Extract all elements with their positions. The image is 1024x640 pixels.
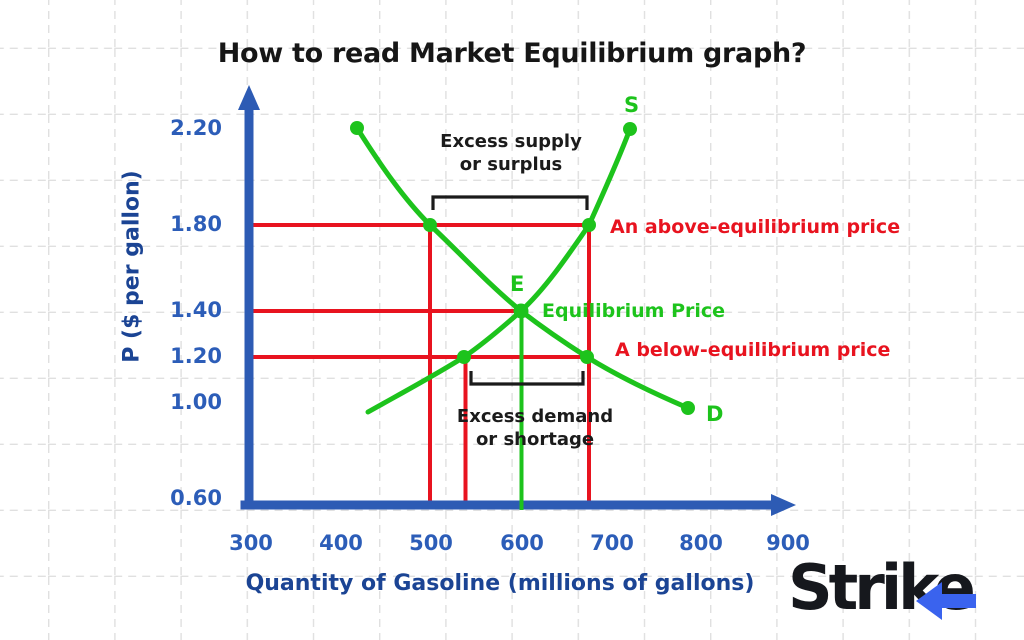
chart-title: How to read Market Equilibrium graph? — [217, 38, 807, 69]
equilibrium-price-annotation: Equilibrium Price — [542, 300, 726, 322]
equilibrium-point-label: E — [510, 272, 525, 296]
demand-at-120-point — [580, 350, 594, 364]
y-tick-220: 2.20 — [170, 116, 222, 140]
x-tick-900: 900 — [766, 531, 810, 555]
x-tick-300: 300 — [229, 531, 273, 555]
red-guide-lines — [251, 223, 591, 501]
surplus-annotation: Excess supply or surplus — [411, 130, 611, 176]
y-axis-title: P ($ per gallon) — [119, 170, 145, 363]
demand-top-point — [350, 121, 364, 135]
shortage-annotation-line1: Excess demand — [456, 406, 614, 427]
y-axis-arrowhead — [238, 85, 260, 110]
y-tick-180: 1.80 — [170, 212, 222, 236]
strike-logo-arrow-icon — [916, 582, 976, 620]
demand-curve-label: D — [706, 402, 724, 426]
strike-logo-part1: Stri — [788, 551, 902, 624]
x-axis-title: Quantity of Gasoline (millions of gallon… — [245, 571, 755, 596]
demand-end-point — [681, 401, 695, 415]
y-tick-060: 0.60 — [170, 486, 222, 510]
x-tick-700: 700 — [590, 531, 634, 555]
strike-logo: Strike — [788, 556, 1024, 636]
x-tick-500: 500 — [409, 531, 453, 555]
left-arrow-shape — [916, 582, 976, 620]
surplus-annotation-line1: Excess supply — [440, 131, 582, 152]
above-equilibrium-annotation: An above-equilibrium price — [610, 216, 901, 238]
supply-at-180-point — [582, 218, 596, 232]
x-tick-600: 600 — [500, 531, 544, 555]
demand-curve — [354, 125, 691, 411]
shortage-annotation: Excess demand or shortage — [435, 405, 635, 451]
y-tick-140: 1.40 — [170, 298, 222, 322]
surplus-brace — [431, 195, 589, 210]
x-tick-400: 400 — [319, 531, 363, 555]
shortage-annotation-line2: or shortage — [475, 429, 595, 450]
supply-curve-label: S — [624, 93, 640, 117]
supply-top-point — [623, 122, 637, 136]
demand-at-180-point — [423, 218, 437, 232]
equilibrium-point — [513, 303, 529, 319]
supply-at-120-point — [457, 350, 471, 364]
data-points — [350, 121, 695, 415]
x-tick-800: 800 — [679, 531, 723, 555]
y-tick-120: 1.20 — [170, 344, 222, 368]
axes — [240, 103, 779, 510]
shortage-brace — [469, 371, 585, 386]
x-axis-arrowhead — [771, 494, 796, 516]
below-equilibrium-annotation: A below-equilibrium price — [615, 339, 891, 361]
y-tick-100: 1.00 — [170, 390, 222, 414]
surplus-annotation-line2: or surplus — [459, 154, 563, 175]
braces — [431, 195, 589, 386]
